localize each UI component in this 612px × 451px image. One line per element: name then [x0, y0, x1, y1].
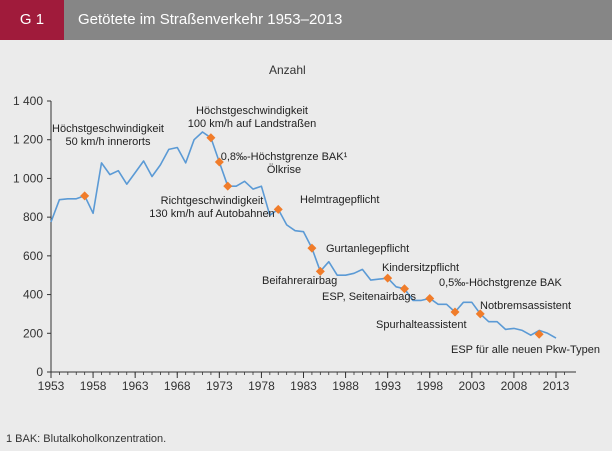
y-tick-label: 1 400 — [13, 94, 43, 108]
annotation-label: Richtgeschwindigkeit — [161, 195, 264, 207]
y-tick-label: 400 — [23, 288, 43, 302]
x-tick-label: 1993 — [374, 379, 401, 393]
annotation-label: ESP für alle neuen Pkw-Typen — [451, 344, 600, 356]
event-marker — [400, 284, 409, 294]
x-tick-label: 1983 — [290, 379, 317, 393]
y-tick-label: 0 — [36, 365, 43, 379]
annotation-label: Spurhalteassistent — [376, 319, 467, 331]
chart-title: Getötete im Straßenverkehr 1953–2013 — [78, 11, 343, 28]
event-marker — [475, 309, 485, 319]
y-tick-label: 600 — [23, 249, 43, 263]
annotation-label: 0,5‰-Höchstgrenze BAK — [439, 277, 563, 289]
event-marker — [273, 204, 283, 214]
event-marker — [223, 181, 233, 191]
event-marker — [425, 293, 435, 303]
x-tick-label: 1988 — [332, 379, 359, 393]
x-tick-label: 2008 — [501, 379, 528, 393]
y-tick-label: 1 200 — [13, 133, 43, 147]
annotation-label: 100 km/h auf Landstraßen — [188, 118, 316, 130]
annotation-label: Höchstgeschwindigkeit — [196, 105, 308, 117]
figure-number: G 1 — [0, 0, 64, 40]
x-tick-label: 2003 — [458, 379, 485, 393]
event-marker — [307, 243, 317, 253]
x-tick-label: 1958 — [80, 379, 107, 393]
x-tick-label: 1978 — [248, 379, 275, 393]
annotation-label: Gurtanlegepflicht — [326, 243, 409, 255]
annotation-label: ESP, Seitenairbags — [322, 291, 416, 303]
x-tick-label: 1973 — [206, 379, 233, 393]
x-tick-label: 1998 — [416, 379, 443, 393]
x-tick-label: 1968 — [164, 379, 191, 393]
y-axis-label: Anzahl — [269, 63, 306, 77]
annotation-label: 130 km/h auf Autobahnen — [149, 208, 274, 220]
event-marker — [206, 133, 216, 143]
annotation-label: Höchstgeschwindigkeit — [52, 123, 164, 135]
x-tick-label: 1953 — [38, 379, 65, 393]
event-marker — [383, 273, 393, 283]
event-marker — [534, 329, 544, 339]
x-tick-label: 2013 — [543, 379, 570, 393]
annotation-label: Kindersitzpflicht — [382, 262, 459, 274]
annotation-label: Notbremsassistent — [480, 300, 571, 312]
chart-header: G 1 Getötete im Straßenverkehr 1953–2013 — [0, 0, 612, 40]
series-line — [50, 131, 557, 339]
annotation-label: 0,8‰-Höchstgrenze BAK¹ — [221, 151, 348, 163]
x-tick-label: 1963 — [122, 379, 149, 393]
y-tick-label: 1 000 — [13, 171, 43, 185]
event-marker — [450, 307, 460, 317]
y-tick-label: 800 — [23, 210, 43, 224]
annotation-label: Ölkrise — [267, 164, 301, 176]
y-tick-label: 200 — [23, 326, 43, 340]
annotation-label: Helmtragepflicht — [300, 194, 379, 206]
footnote: 1 BAK: Blutalkoholkonzentration. — [6, 433, 167, 445]
event-marker — [214, 157, 224, 167]
event-marker — [80, 191, 90, 201]
annotation-label: 50 km/h innerorts — [66, 136, 151, 148]
event-marker — [315, 266, 325, 276]
annotation-label: Beifahrerairbag — [262, 275, 337, 287]
